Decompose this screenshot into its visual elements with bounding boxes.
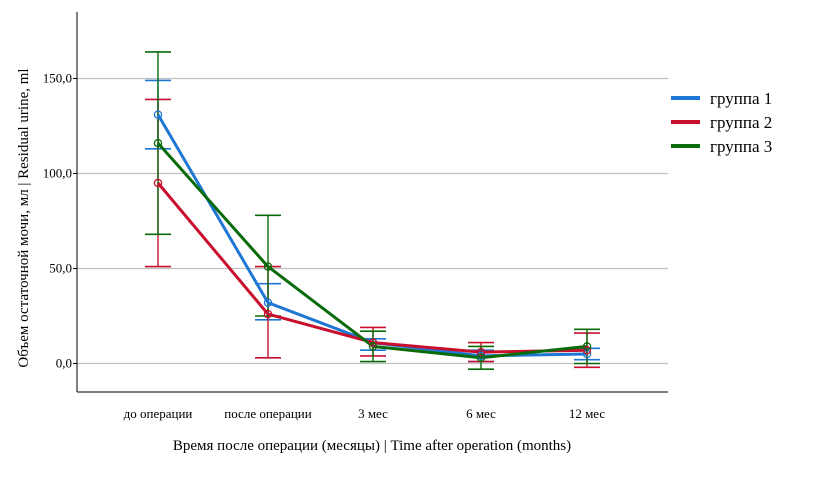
data-point bbox=[263, 309, 273, 319]
x-tick-label: до операции bbox=[124, 406, 193, 421]
data-point bbox=[153, 138, 163, 148]
legend: группа 1 группа 2 группа 3 bbox=[671, 89, 772, 156]
data-point bbox=[263, 298, 273, 307]
x-tick-label: после операции bbox=[224, 406, 311, 421]
data-point bbox=[582, 342, 592, 351]
series-line bbox=[156, 142, 588, 360]
x-tick-label: 3 мес bbox=[358, 406, 388, 421]
series-points bbox=[153, 110, 592, 363]
series-lines bbox=[156, 113, 588, 360]
y-tick-labels: 0,0 50,0 100,0 150,0 bbox=[43, 71, 77, 371]
legend-label: группа 2 bbox=[710, 113, 772, 132]
x-tick-label: 12 мес bbox=[569, 406, 606, 421]
series-line bbox=[156, 113, 588, 358]
y-tick-label: 50,0 bbox=[49, 261, 72, 276]
data-point bbox=[368, 338, 378, 347]
data-point bbox=[153, 110, 163, 119]
data-point bbox=[476, 347, 486, 357]
legend-label: группа 1 bbox=[710, 89, 772, 108]
data-point bbox=[582, 345, 592, 355]
y-axis-title: Объем остаточной мочи, мл | Residual uri… bbox=[16, 68, 32, 367]
x-tick-labels: до операции после операции 3 мес 6 мес 12 ме… bbox=[124, 406, 606, 421]
data-point bbox=[476, 353, 486, 363]
data-point bbox=[153, 178, 163, 188]
axes bbox=[76, 12, 668, 393]
y-tick-label: 0,0 bbox=[56, 356, 72, 371]
y-tick-label: 100,0 bbox=[43, 166, 72, 181]
data-point bbox=[368, 342, 378, 351]
x-axis-title: Время после операции (месяцы) | Time aft… bbox=[173, 438, 571, 454]
y-tick-label: 150,0 bbox=[43, 71, 72, 86]
data-point bbox=[263, 262, 273, 271]
legend-label: группа 3 bbox=[710, 137, 772, 156]
x-tick-label: 6 мес bbox=[466, 406, 496, 421]
gridlines bbox=[77, 77, 668, 365]
